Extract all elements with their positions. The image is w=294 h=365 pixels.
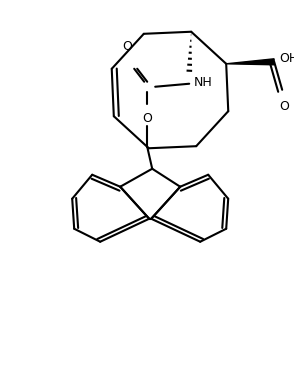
Text: O: O bbox=[279, 100, 289, 113]
Text: O: O bbox=[122, 40, 132, 53]
Text: O: O bbox=[142, 112, 152, 125]
Text: OH: OH bbox=[279, 52, 294, 65]
Polygon shape bbox=[226, 59, 274, 65]
Text: NH: NH bbox=[194, 76, 213, 89]
